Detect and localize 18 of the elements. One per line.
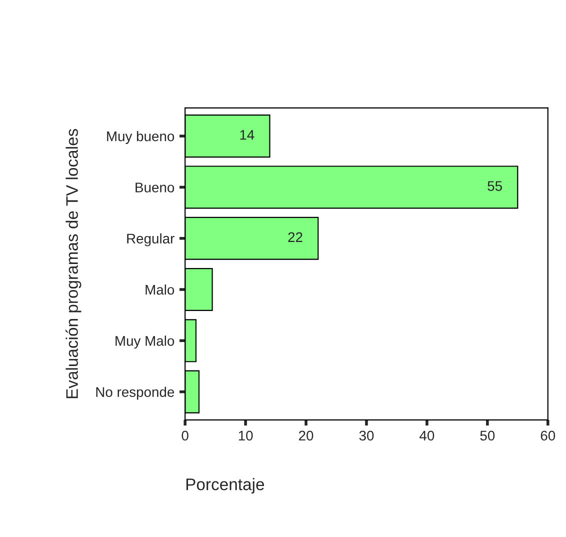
y-tick-label: No responde: [96, 386, 174, 400]
x-axis-title: Porcentaje: [186, 478, 264, 494]
x-tick-label: 20: [298, 430, 314, 441]
x-tick-label: 50: [480, 430, 495, 441]
y-tick-label: Muy Malo: [116, 336, 174, 349]
y-tick-label: Malo: [146, 284, 174, 295]
y-tick-label: Muy bueno: [107, 131, 174, 144]
x-tick-label: 40: [420, 430, 434, 441]
x-tick-label: 60: [540, 430, 556, 441]
y-tick-label: Regular: [127, 233, 174, 246]
data-label: 55: [488, 181, 502, 191]
x-tick-label: 30: [359, 430, 374, 441]
y-axis-title: Evaluación programas de TV locales: [66, 128, 82, 398]
data-label: 14: [240, 130, 254, 140]
y-tick-label: Bueno: [136, 182, 174, 192]
x-tick-label: 10: [238, 430, 253, 441]
x-tick-label: 0: [182, 430, 188, 441]
data-label: 22: [288, 232, 302, 242]
